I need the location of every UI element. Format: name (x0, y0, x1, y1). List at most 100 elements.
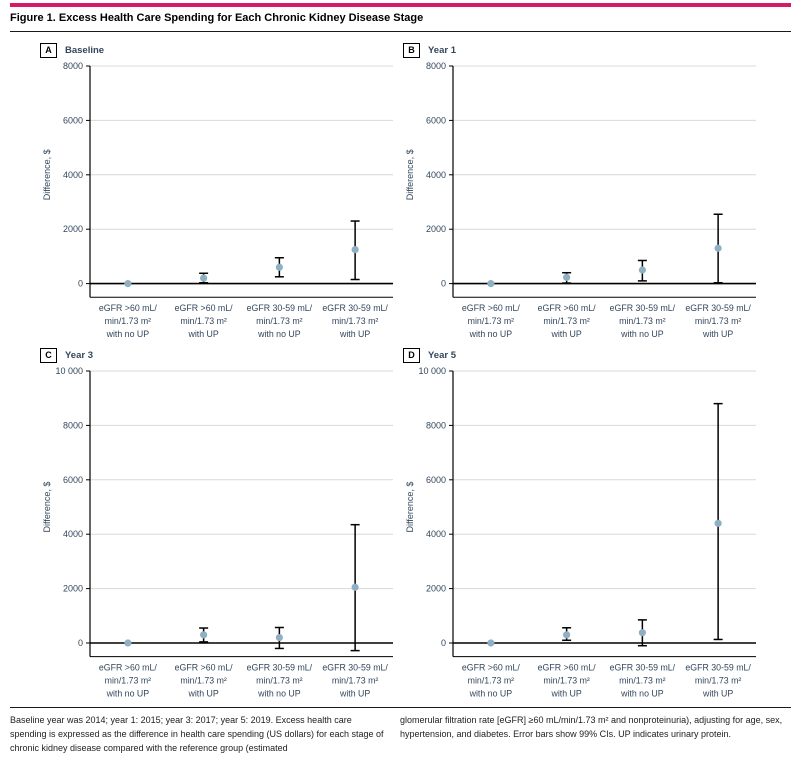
data-point (487, 280, 495, 288)
y-tick-label: 6000 (63, 475, 83, 485)
x-category-label: with no UP (469, 329, 513, 339)
chart-year-3: 0 2000 4000 6000 8000 10 000 Difference, $ eGFR… (42, 366, 393, 699)
data-point (714, 244, 722, 252)
x-category-label: with UP (702, 689, 733, 699)
chart-year-1: 0 2000 4000 6000 8000 Difference, $ eGFR >60 m… (405, 61, 756, 339)
x-category-label: min/1.73 m² (468, 676, 515, 686)
y-tick-label: 2000 (426, 224, 446, 234)
data-point (124, 280, 132, 288)
x-category-label: min/1.73 m² (619, 316, 666, 326)
y-tick-label: 8000 (426, 61, 446, 71)
y-axis-label: Difference, $ (42, 482, 52, 533)
data-point (200, 631, 208, 639)
x-category-label: min/1.73 m² (468, 316, 515, 326)
x-category-label: with UP (339, 689, 370, 699)
y-tick-label: 0 (78, 638, 83, 648)
y-tick-label: 2000 (63, 224, 83, 234)
x-category-label: eGFR 30-59 mL/ (247, 663, 313, 673)
x-category-label: eGFR 30-59 mL/ (685, 663, 751, 673)
x-category-label: eGFR >60 mL/ (462, 303, 520, 313)
x-category-label: min/1.73 m² (180, 316, 227, 326)
footnote-right-column: glomerular filtration rate [eGFR] ≥60 mL… (400, 715, 783, 739)
x-category-label: eGFR 30-59 mL/ (610, 663, 676, 673)
chart-year-5: 0 2000 4000 6000 8000 10 000 Difference, $ eGFR… (405, 366, 756, 699)
panel-letter-badge: D (403, 347, 420, 363)
x-category-label: with UP (550, 689, 581, 699)
x-category-label: with UP (702, 329, 733, 339)
x-category-label: eGFR 30-59 mL/ (322, 303, 388, 313)
panel-header: B Year 1 (393, 40, 765, 60)
panel-header: C Year 3 (30, 345, 402, 365)
x-category-label: eGFR 30-59 mL/ (322, 663, 388, 673)
y-tick-label: 6000 (63, 115, 83, 125)
y-tick-label: 4000 (63, 529, 83, 539)
x-category-label: with UP (187, 689, 218, 699)
x-category-label: min/1.73 m² (543, 316, 590, 326)
x-category-label: min/1.73 m² (695, 676, 742, 686)
panel-letter-badge: A (40, 42, 57, 58)
data-point (487, 639, 495, 647)
data-point (351, 246, 359, 254)
x-category-label: min/1.73 m² (180, 676, 227, 686)
y-tick-label: 0 (441, 279, 446, 289)
y-tick-label: 4000 (426, 529, 446, 539)
x-category-label: eGFR 30-59 mL/ (685, 303, 751, 313)
x-category-label: min/1.73 m² (332, 316, 379, 326)
data-point (714, 519, 722, 527)
x-category-label: with no UP (257, 329, 301, 339)
x-category-label: with UP (550, 329, 581, 339)
footnote-divider (10, 707, 791, 708)
x-category-label: eGFR >60 mL/ (462, 663, 520, 673)
x-category-label: with no UP (257, 689, 301, 699)
x-category-label: eGFR >60 mL/ (99, 663, 157, 673)
panel-title: Year 1 (428, 44, 456, 56)
panel-year-3: C Year 3 0 2000 4000 6000 8000 10 000 Differen… (30, 345, 402, 705)
y-axis-label: Difference, $ (405, 482, 415, 533)
y-axis-label: Difference, $ (405, 149, 415, 200)
x-category-label: with UP (187, 329, 218, 339)
figure-title: Figure 1. Excess Health Care Spending fo… (10, 12, 791, 32)
panel-title: Year 5 (428, 349, 456, 361)
y-tick-label: 4000 (63, 170, 83, 180)
x-category-label: min/1.73 m² (695, 316, 742, 326)
x-category-label: min/1.73 m² (256, 316, 303, 326)
data-point (200, 274, 208, 282)
chart-baseline: 0 2000 4000 6000 8000 Difference, $ eGFR >60 m… (42, 61, 393, 339)
x-category-label: eGFR >60 mL/ (538, 663, 596, 673)
x-category-label: min/1.73 m² (256, 676, 303, 686)
x-category-label: eGFR >60 mL/ (175, 663, 233, 673)
panel-letter-badge: C (40, 347, 57, 363)
data-point (563, 273, 571, 281)
x-category-label: with no UP (469, 689, 513, 699)
y-tick-label: 6000 (426, 115, 446, 125)
y-tick-label: 4000 (426, 170, 446, 180)
x-category-label: with no UP (106, 689, 150, 699)
data-point (638, 629, 646, 637)
y-tick-label: 10 000 (55, 366, 83, 376)
y-tick-label: 8000 (63, 420, 83, 430)
data-point (124, 639, 132, 647)
x-category-label: with no UP (620, 689, 664, 699)
y-tick-label: 0 (78, 279, 83, 289)
data-point (638, 266, 646, 274)
panel-year-5: D Year 5 0 2000 4000 6000 8000 10 000 Differen… (393, 345, 765, 705)
y-tick-label: 10 000 (418, 366, 446, 376)
y-tick-label: 8000 (426, 420, 446, 430)
x-category-label: eGFR >60 mL/ (538, 303, 596, 313)
x-category-label: min/1.73 m² (543, 676, 590, 686)
x-category-label: eGFR 30-59 mL/ (610, 303, 676, 313)
x-category-label: with no UP (106, 329, 150, 339)
x-category-label: with no UP (620, 329, 664, 339)
data-point (351, 583, 359, 591)
panel-header: A Baseline (30, 40, 402, 60)
panel-header: D Year 5 (393, 345, 765, 365)
x-category-label: min/1.73 m² (105, 676, 152, 686)
x-category-label: eGFR >60 mL/ (99, 303, 157, 313)
panel-letter-badge: B (403, 42, 420, 58)
y-tick-label: 2000 (426, 584, 446, 594)
data-point (275, 633, 283, 642)
y-tick-label: 8000 (63, 61, 83, 71)
x-category-label: min/1.73 m² (332, 676, 379, 686)
y-axis-label: Difference, $ (42, 149, 52, 200)
accent-bar (10, 3, 791, 7)
